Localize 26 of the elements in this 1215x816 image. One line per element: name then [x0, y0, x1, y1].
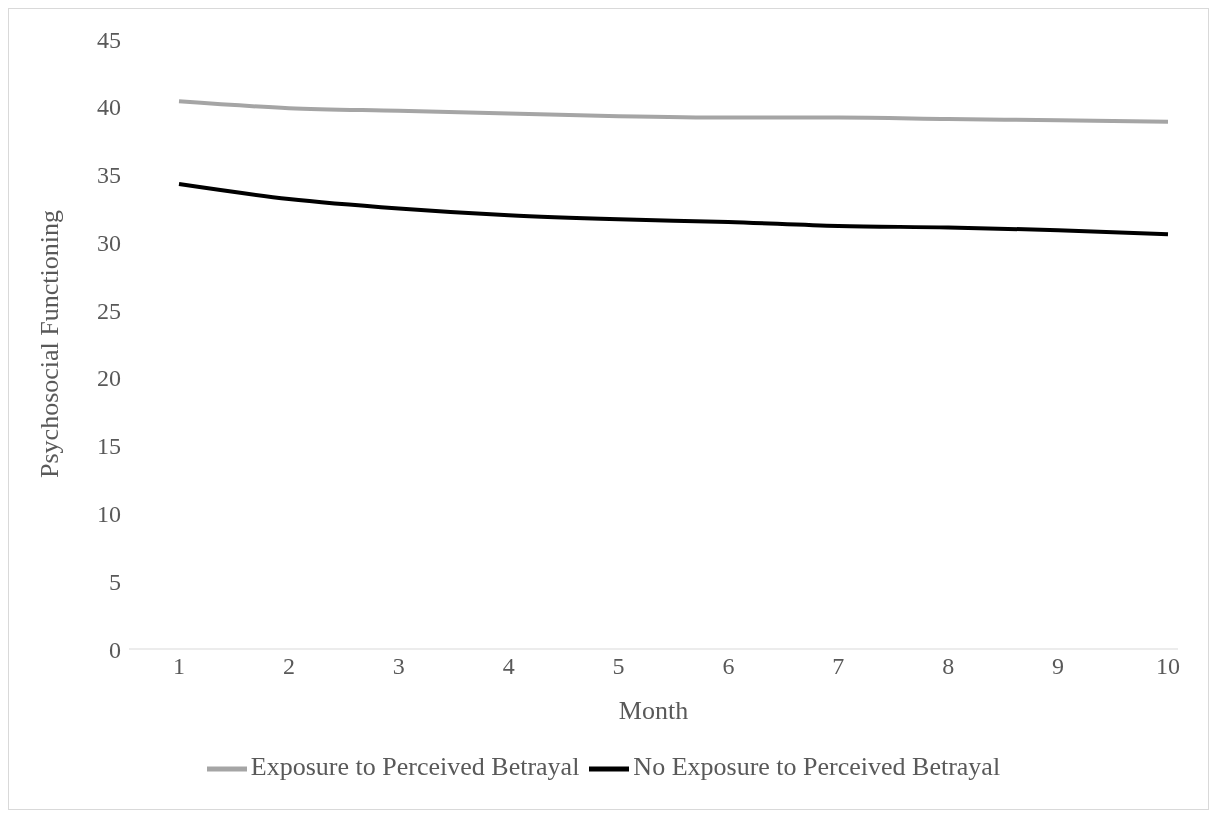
y-tick-label: 35 — [97, 162, 121, 189]
y-axis-title: Psychosocial Functioning — [35, 210, 65, 478]
y-tick-label: 45 — [97, 26, 121, 53]
y-tick-label: 30 — [97, 229, 121, 256]
x-axis-title: Month — [618, 696, 689, 725]
legend-label: Exposure to Perceived Betrayal — [250, 751, 580, 781]
line-series — [177, 99, 1170, 124]
y-tick-label: 40 — [97, 94, 121, 121]
y-tick-label: 20 — [97, 365, 121, 392]
y-tick-label: 0 — [109, 636, 121, 663]
x-tick-label: 4 — [502, 653, 515, 680]
x-tick-label: 7 — [832, 653, 845, 680]
x-tick-label: 6 — [722, 653, 735, 680]
x-tick-label: 2 — [282, 653, 295, 680]
line-series — [177, 182, 1170, 237]
x-tick-label: 1 — [173, 653, 185, 680]
y-tick-label: 10 — [97, 500, 121, 527]
x-tick-label: 3 — [392, 653, 405, 680]
x-tick-label: 8 — [942, 653, 955, 680]
y-tick-label: 15 — [97, 433, 121, 460]
y-tick-label: 25 — [97, 297, 121, 324]
y-tick-label: 5 — [109, 568, 121, 595]
x-tick-label: 5 — [612, 653, 625, 680]
x-tick-label: 9 — [1052, 653, 1065, 680]
x-tick-label: 10 — [1156, 653, 1180, 680]
legend-label: No Exposure to Perceived Betrayal — [633, 751, 1001, 781]
